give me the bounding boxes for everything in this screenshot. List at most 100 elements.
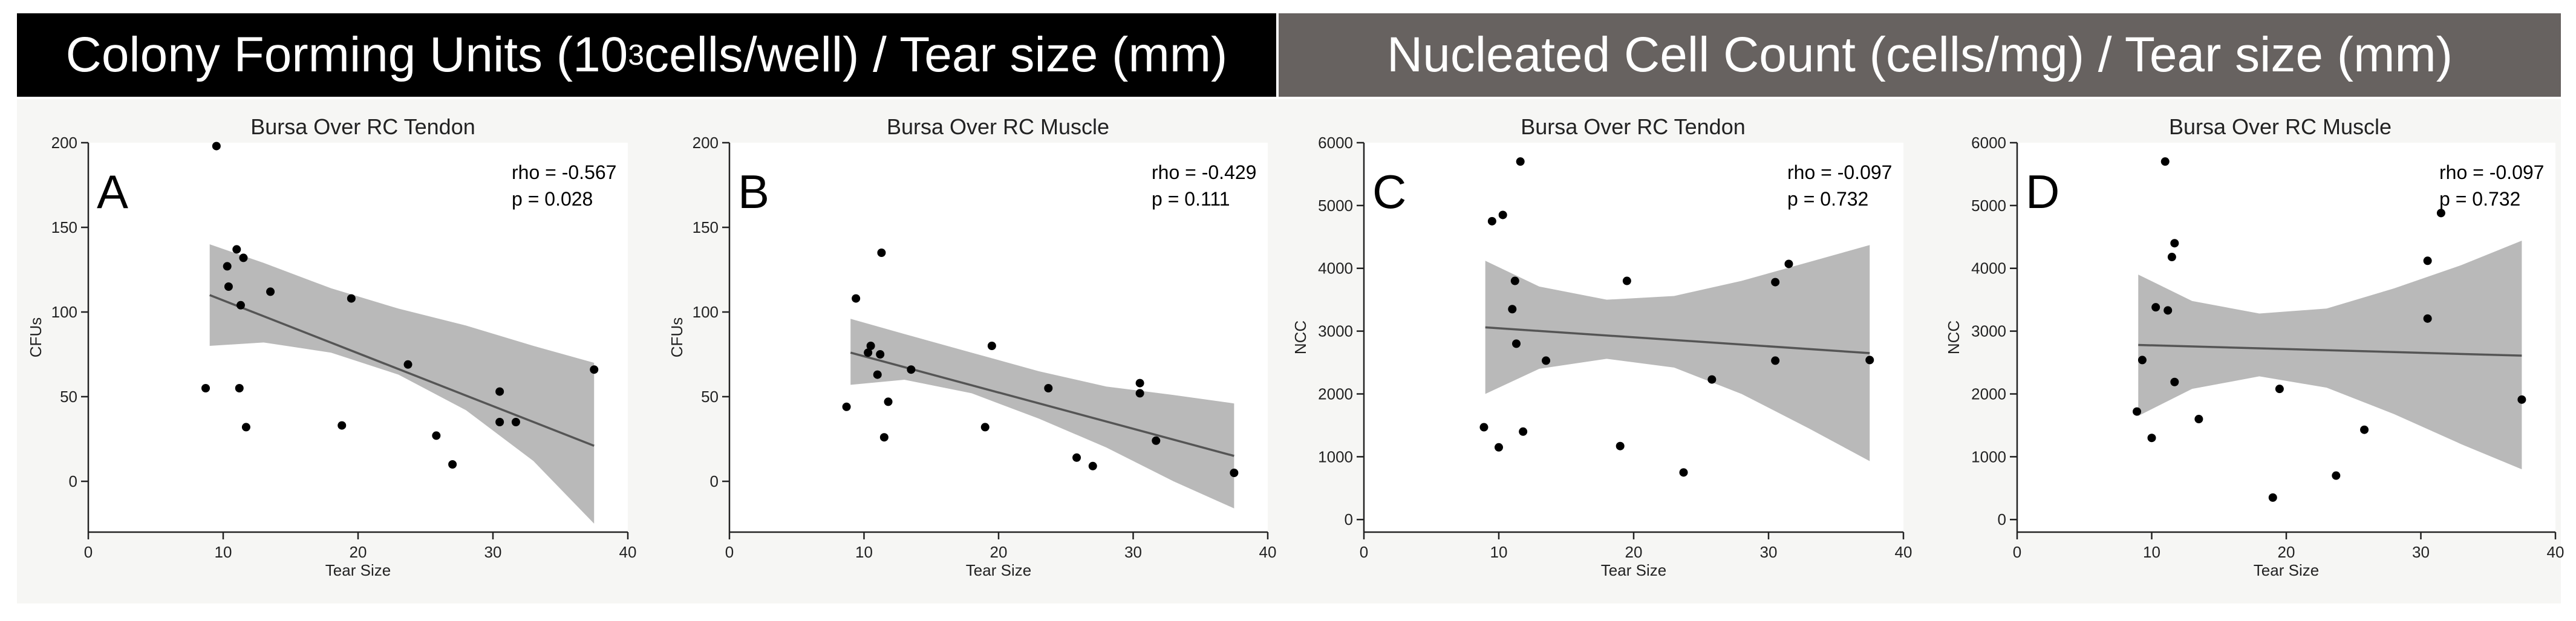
data-point <box>347 294 356 303</box>
panel-letter: A <box>97 165 128 218</box>
x-axis-title: Tear Size <box>2254 561 2319 579</box>
data-point <box>2423 314 2432 323</box>
y-tick-label: 0 <box>69 472 77 490</box>
data-point <box>1135 379 1144 388</box>
y-tick-label: 50 <box>60 388 77 406</box>
data-point <box>495 418 504 426</box>
confidence-band <box>2138 241 2522 470</box>
data-point <box>876 350 885 359</box>
x-tick-label: 10 <box>1490 543 1508 561</box>
data-point <box>432 431 441 440</box>
chart-D: Bursa Over RC Muscle 0 10 20 30 40 0 1000 2000 30… <box>1945 114 2564 579</box>
regression-line <box>209 294 595 447</box>
x-tick-label: 30 <box>484 543 502 561</box>
data-point <box>2332 471 2341 480</box>
x-axis-title: Tear Size <box>1601 561 1666 579</box>
data-point <box>1542 356 1551 365</box>
data-point <box>877 249 886 257</box>
y-axis-title: CFUs <box>27 317 45 357</box>
y-tick-label: 5000 <box>1318 197 1353 215</box>
data-point <box>495 387 504 396</box>
x-axis-title: Tear Size <box>325 561 391 579</box>
data-point <box>224 282 233 291</box>
data-point <box>879 433 889 442</box>
y-tick-label: 2000 <box>1318 385 1353 403</box>
data-point <box>864 348 873 357</box>
p-value: p = 0.732 <box>2439 188 2520 210</box>
x-tick-label: 20 <box>1625 543 1643 561</box>
data-point <box>1707 375 1717 384</box>
y-tick-label: 3000 <box>1318 322 1353 340</box>
y-tick-label: 150 <box>51 218 77 236</box>
data-point <box>235 384 244 392</box>
data-point <box>1230 469 1239 477</box>
data-point <box>1479 423 1489 432</box>
chart-A: Bursa Over RC Tendon 0 10 20 30 40 0 50 100 150 20… <box>27 114 636 579</box>
data-point <box>852 294 861 303</box>
data-point <box>980 423 990 432</box>
data-point <box>1498 210 1507 219</box>
confidence-band <box>1485 245 1870 461</box>
data-point <box>236 301 245 310</box>
y-axis-title: NCC <box>1945 320 1963 354</box>
banner-cfu-suffix: cells/well) / Tear size (mm) <box>644 27 1228 82</box>
data-point <box>232 245 241 254</box>
y-tick-label: 2000 <box>1971 385 2006 403</box>
data-point <box>842 402 851 411</box>
y-tick-label: 50 <box>701 388 719 406</box>
data-point <box>1771 278 1780 287</box>
panel-letter: D <box>2026 165 2059 218</box>
y-tick-label: 5000 <box>1971 197 2006 215</box>
data-point <box>2268 493 2277 502</box>
x-tick-label: 30 <box>1124 543 1142 561</box>
data-point <box>1784 259 1793 268</box>
x-tick-label: 30 <box>2412 543 2430 561</box>
chart-title: Bursa Over RC Tendon <box>250 114 475 139</box>
y-tick-label: 6000 <box>1318 134 1353 152</box>
regression-line <box>1485 326 1870 354</box>
y-tick-label: 1000 <box>1971 447 2006 466</box>
data-point <box>241 423 250 432</box>
chart-title: Bursa Over RC Muscle <box>887 114 1109 139</box>
x-tick-label: 30 <box>1760 543 1778 561</box>
data-point <box>511 418 520 426</box>
panel-letter: B <box>738 165 769 218</box>
banner-ncc-title: Nucleated Cell Count (cells/mg) / Tear s… <box>1279 13 2561 97</box>
data-point <box>907 365 916 374</box>
x-tick-label: 0 <box>725 543 734 561</box>
rho-value: rho = -0.567 <box>512 161 616 183</box>
x-tick-label: 10 <box>855 543 873 561</box>
y-tick-label: 1000 <box>1318 447 1353 466</box>
data-point <box>239 253 248 262</box>
data-point <box>866 342 875 350</box>
data-point <box>590 365 599 374</box>
rho-value: rho = -0.097 <box>2439 161 2544 183</box>
data-point <box>1516 157 1525 166</box>
data-point <box>1519 427 1528 436</box>
chart-C: Bursa Over RC Tendon 0 10 20 30 40 0 1000 2000 30… <box>1291 114 1912 579</box>
x-tick-label: 40 <box>619 543 637 561</box>
y-tick-label: 200 <box>51 134 77 152</box>
data-point <box>1495 443 1503 452</box>
data-point <box>1622 276 1631 285</box>
data-point <box>1616 441 1625 450</box>
data-point <box>1510 276 1519 285</box>
y-axis-title: NCC <box>1291 320 1309 354</box>
data-point <box>873 370 882 379</box>
data-point <box>403 360 412 369</box>
data-point <box>1135 389 1144 398</box>
data-point <box>212 141 221 151</box>
x-tick-label: 20 <box>2278 543 2295 561</box>
x-tick-label: 0 <box>2013 543 2021 561</box>
x-tick-label: 20 <box>990 543 1008 561</box>
rho-value: rho = -0.097 <box>1787 161 1892 183</box>
y-tick-label: 4000 <box>1318 259 1353 278</box>
y-axis-title: CFUs <box>668 317 686 357</box>
data-point <box>2170 239 2179 248</box>
chart-title: Bursa Over RC Muscle <box>2169 114 2392 139</box>
data-point <box>201 384 210 392</box>
y-tick-label: 0 <box>1345 510 1353 528</box>
banner-cfu-prefix: Colony Forming Units (10 <box>65 27 628 82</box>
panel-letter: C <box>1372 165 1406 218</box>
y-tick-label: 0 <box>1998 510 2006 528</box>
